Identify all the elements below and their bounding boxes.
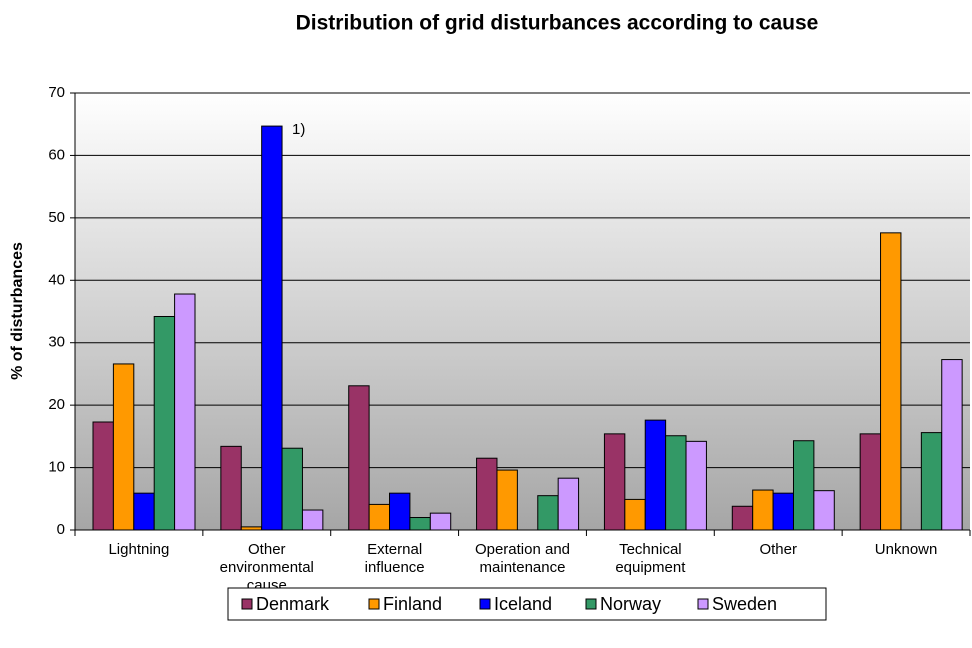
bar <box>685 440 707 531</box>
bar <box>792 440 815 531</box>
bar <box>557 477 580 531</box>
legend-swatch <box>368 598 380 610</box>
bar <box>112 363 135 531</box>
legend-label: Sweden <box>712 594 777 614</box>
legend: Denmark Finland Iceland Norway Sweden <box>227 587 827 621</box>
x-tick-label-line: External <box>367 541 422 558</box>
bar <box>281 447 303 531</box>
legend-swatch <box>697 598 709 610</box>
annotation: 1) <box>292 121 305 138</box>
legend-swatch <box>585 598 597 610</box>
bar <box>941 359 963 531</box>
x-tick-label: Unknown <box>875 541 938 558</box>
x-tick-label-line: Other <box>248 541 286 558</box>
x-tick-label: Lightning <box>108 541 169 558</box>
bar <box>368 503 391 531</box>
x-tick-label-line: influence <box>365 559 425 576</box>
bar <box>348 385 370 531</box>
y-tick-label: 70 <box>48 84 65 101</box>
bar <box>261 125 283 531</box>
x-tick-label-line: maintenance <box>480 559 566 576</box>
y-tick-label: 60 <box>48 146 65 163</box>
bar <box>389 492 411 531</box>
bar <box>153 315 176 531</box>
bar <box>133 492 155 531</box>
y-tick-label: 20 <box>48 396 65 413</box>
bar <box>603 433 626 531</box>
bar <box>880 232 902 531</box>
bar <box>920 432 943 531</box>
bar <box>220 445 242 531</box>
legend-label: Denmark <box>256 594 330 614</box>
x-tick-label-line: Operation and <box>475 541 570 558</box>
bar <box>772 492 794 531</box>
bar <box>644 419 667 531</box>
x-tick-label: Other <box>759 541 797 558</box>
y-axis-label: % of disturbances <box>9 242 26 380</box>
x-tick-label: External influence <box>365 541 425 576</box>
bar <box>859 433 882 531</box>
bar <box>752 489 774 531</box>
plot-area <box>75 93 970 530</box>
bar <box>174 293 196 531</box>
y-tick-label: 0 <box>57 521 65 538</box>
chart-title: Distribution of grid disturbances accord… <box>296 12 819 35</box>
x-tick-label-line: Technical <box>619 541 682 558</box>
x-tick-label: Other environmental cause <box>220 541 314 594</box>
bar <box>731 505 754 531</box>
legend-box <box>227 587 827 621</box>
bar <box>665 435 687 531</box>
x-tick-label-line: equipment <box>615 559 686 576</box>
legend-label: Finland <box>383 594 442 614</box>
bar <box>240 526 263 531</box>
bar <box>301 509 324 531</box>
bar <box>409 517 431 531</box>
legend-label: Iceland <box>494 594 552 614</box>
x-tick-label: Technical equipment <box>615 541 686 576</box>
bar <box>624 498 646 531</box>
bar <box>429 512 452 531</box>
legend-label: Norway <box>600 594 661 614</box>
legend-swatch <box>241 598 253 610</box>
y-tick-label: 50 <box>48 209 65 226</box>
x-tick-label: Operation and maintenance <box>475 541 570 576</box>
y-tick-label: 40 <box>48 271 65 288</box>
bar <box>537 495 559 531</box>
y-tick-label: 30 <box>48 334 65 351</box>
bar <box>92 421 114 531</box>
x-tick-label-line: environmental <box>220 559 314 576</box>
legend-swatch <box>479 598 491 610</box>
bar <box>496 469 518 531</box>
bar <box>813 490 835 531</box>
bar <box>476 457 498 531</box>
y-tick-label: 10 <box>48 459 65 476</box>
